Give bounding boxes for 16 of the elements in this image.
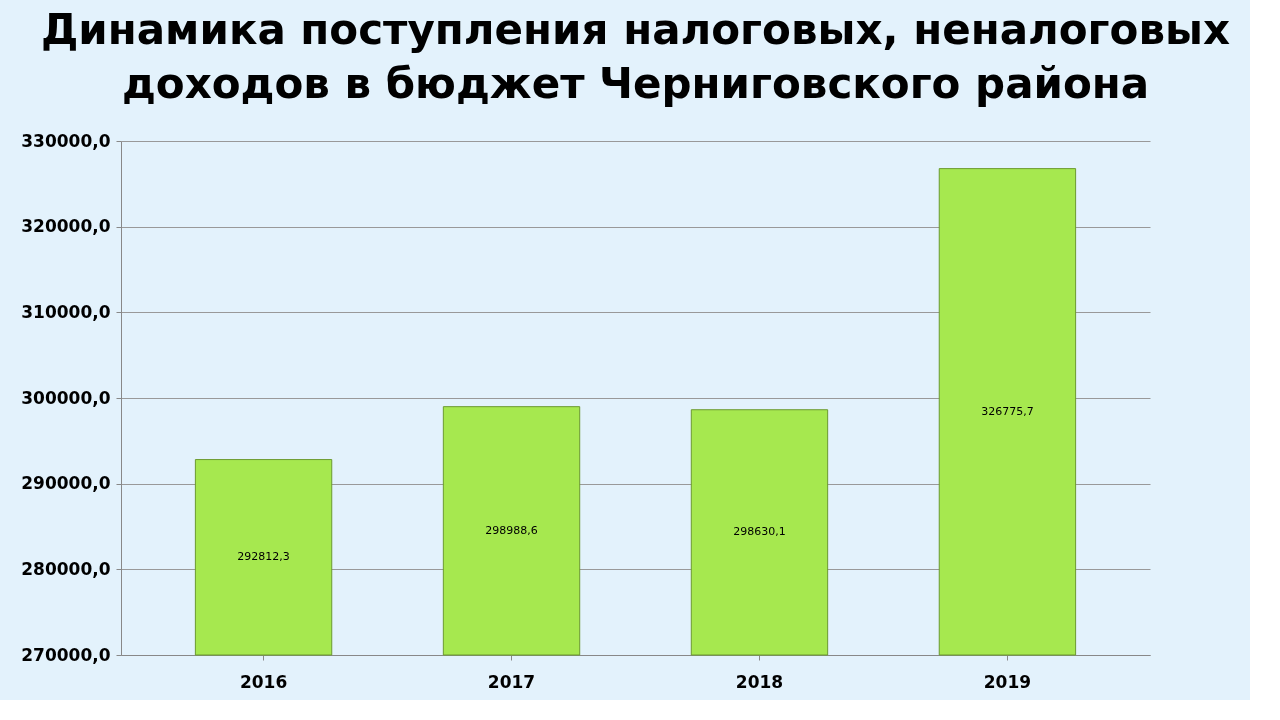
x-tick-label: 2019: [983, 671, 1032, 692]
x-tick-label: 2016: [239, 671, 288, 692]
data-label: 298988,6: [485, 523, 538, 537]
y-tick-label: 270000,0: [21, 644, 111, 665]
y-tick-label: 330000,0: [21, 130, 111, 151]
y-tick-label: 300000,0: [21, 387, 111, 408]
data-label: 326775,7: [981, 404, 1034, 418]
y-tick-label: 310000,0: [21, 301, 111, 322]
data-label: 298630,1: [733, 525, 786, 539]
y-tick-label: 290000,0: [21, 473, 111, 494]
chart-title: Динамика поступления налоговых, неналоговых доходов в бюджет Черниговского района: [40, 5, 1231, 108]
x-tick-label: 2017: [487, 671, 536, 692]
y-tick-label: 280000,0: [21, 558, 111, 579]
y-tick-label: 320000,0: [21, 216, 111, 237]
data-label: 292812,3: [237, 550, 290, 564]
x-tick-label: 2018: [735, 671, 784, 692]
